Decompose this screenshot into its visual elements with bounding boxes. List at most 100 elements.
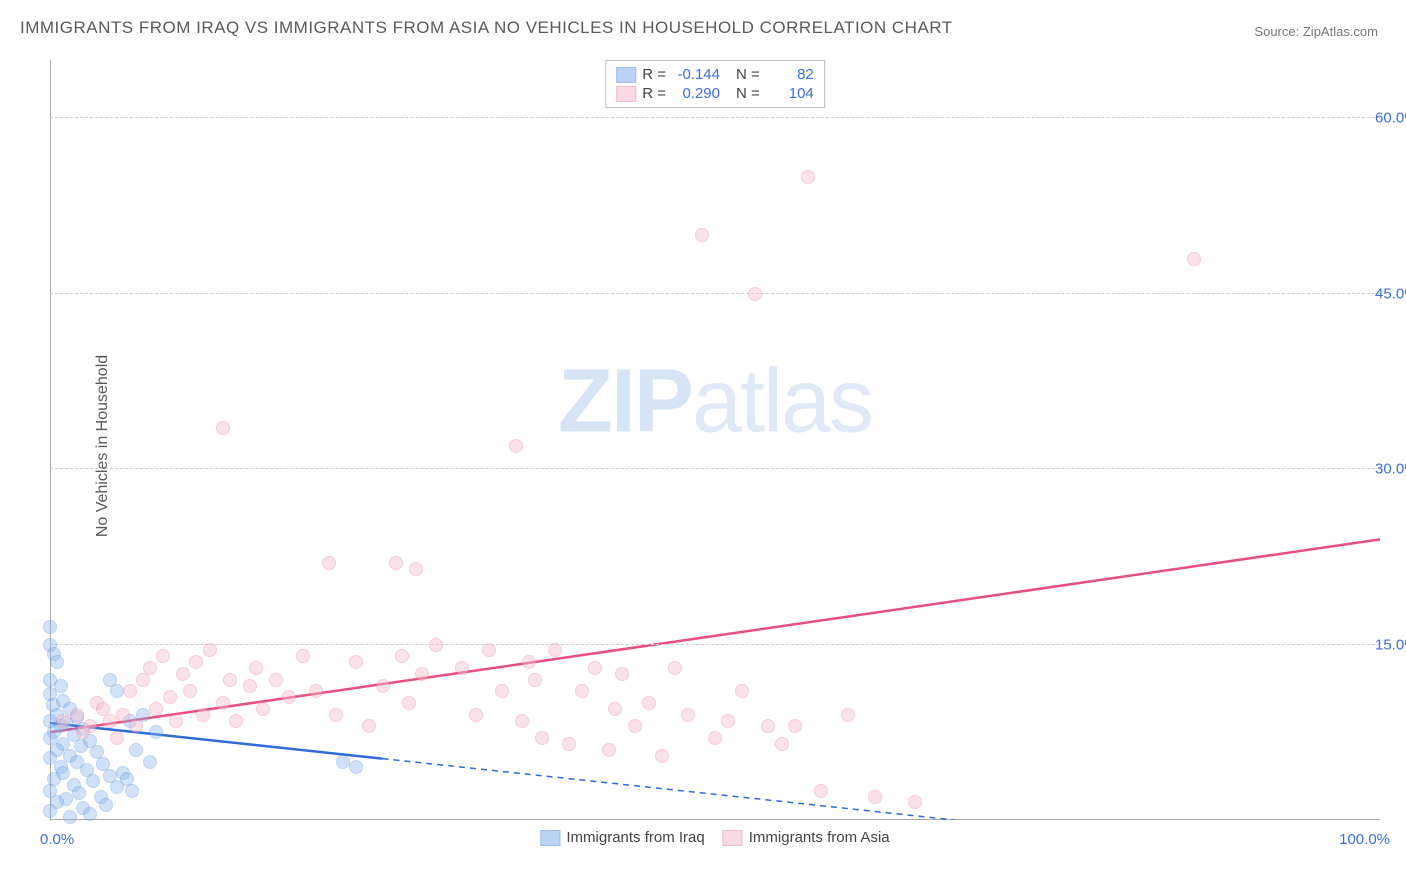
data-point <box>43 804 57 818</box>
data-point <box>409 562 423 576</box>
legend-row: R =-0.144N =82 <box>616 65 814 84</box>
data-point <box>655 749 669 763</box>
data-point <box>562 737 576 751</box>
data-point <box>628 719 642 733</box>
data-point <box>110 684 124 698</box>
y-tick-label: 15.0% <box>1375 636 1406 653</box>
data-point <box>429 638 443 652</box>
legend-swatch <box>540 830 560 846</box>
data-point <box>269 673 283 687</box>
data-point <box>608 702 622 716</box>
data-point <box>322 556 336 570</box>
data-point <box>515 714 529 728</box>
data-point <box>243 679 257 693</box>
y-tick-label: 60.0% <box>1375 110 1406 127</box>
data-point <box>203 643 217 657</box>
data-point <box>256 702 270 716</box>
data-point <box>169 714 183 728</box>
data-point <box>615 667 629 681</box>
data-point <box>814 784 828 798</box>
data-point <box>748 287 762 301</box>
data-point <box>1187 252 1201 266</box>
data-point <box>70 708 84 722</box>
data-point <box>349 760 363 774</box>
data-point <box>395 649 409 663</box>
data-point <box>282 690 296 704</box>
legend-label: Immigrants from Iraq <box>566 829 704 846</box>
gridline <box>50 117 1380 118</box>
watermark-bold: ZIP <box>558 352 692 452</box>
data-point <box>123 684 137 698</box>
data-point <box>695 228 709 242</box>
data-point <box>116 708 130 722</box>
data-point <box>509 439 523 453</box>
data-point <box>588 661 602 675</box>
data-point <box>129 743 143 757</box>
r-value: 0.290 <box>672 85 720 102</box>
data-point <box>223 673 237 687</box>
watermark: ZIPatlas <box>558 351 872 454</box>
data-point <box>362 719 376 733</box>
data-point <box>788 719 802 733</box>
data-point <box>389 556 403 570</box>
x-tick-min: 0.0% <box>40 831 74 848</box>
data-point <box>143 755 157 769</box>
data-point <box>535 731 549 745</box>
data-point <box>72 786 86 800</box>
data-point <box>149 725 163 739</box>
n-label: N = <box>736 85 760 102</box>
data-point <box>841 708 855 722</box>
n-value: 82 <box>766 66 814 83</box>
legend-label: Immigrants from Asia <box>749 829 890 846</box>
data-point <box>548 643 562 657</box>
y-tick-label: 45.0% <box>1375 285 1406 302</box>
data-point <box>296 649 310 663</box>
data-point <box>216 421 230 435</box>
r-label: R = <box>642 85 666 102</box>
n-label: N = <box>736 66 760 83</box>
data-point <box>455 661 469 675</box>
data-point <box>575 684 589 698</box>
gridline <box>50 293 1380 294</box>
y-tick-label: 30.0% <box>1375 461 1406 478</box>
data-point <box>129 719 143 733</box>
data-point <box>642 696 656 710</box>
n-value: 104 <box>766 85 814 102</box>
x-tick-max: 100.0% <box>1339 831 1390 848</box>
data-point <box>735 684 749 698</box>
data-point <box>309 684 323 698</box>
legend-swatch <box>616 67 636 83</box>
data-point <box>761 719 775 733</box>
data-point <box>86 774 100 788</box>
data-point <box>908 795 922 809</box>
data-point <box>668 661 682 675</box>
data-point <box>196 708 210 722</box>
data-point <box>868 790 882 804</box>
data-point <box>329 708 343 722</box>
data-point <box>602 743 616 757</box>
gridline <box>50 468 1380 469</box>
series-legend: Immigrants from Iraq Immigrants from Asia <box>540 829 889 846</box>
legend-swatch <box>723 830 743 846</box>
watermark-rest: atlas <box>692 352 872 452</box>
chart-title: IMMIGRANTS FROM IRAQ VS IMMIGRANTS FROM … <box>20 18 953 38</box>
data-point <box>125 784 139 798</box>
data-point <box>103 714 117 728</box>
data-point <box>143 661 157 675</box>
data-point <box>149 702 163 716</box>
data-point <box>43 620 57 634</box>
data-point <box>376 679 390 693</box>
r-label: R = <box>642 66 666 83</box>
data-point <box>249 661 263 675</box>
x-axis <box>50 819 1380 820</box>
legend-item: Immigrants from Iraq <box>540 829 704 846</box>
data-point <box>469 708 483 722</box>
source-attribution: Source: ZipAtlas.com <box>1254 24 1378 39</box>
legend-item: Immigrants from Asia <box>723 829 890 846</box>
legend-swatch <box>616 86 636 102</box>
data-point <box>176 667 190 681</box>
correlation-legend: R =-0.144N =82R =0.290N =104 <box>605 60 825 108</box>
data-point <box>83 807 97 821</box>
data-point <box>156 649 170 663</box>
data-point <box>681 708 695 722</box>
